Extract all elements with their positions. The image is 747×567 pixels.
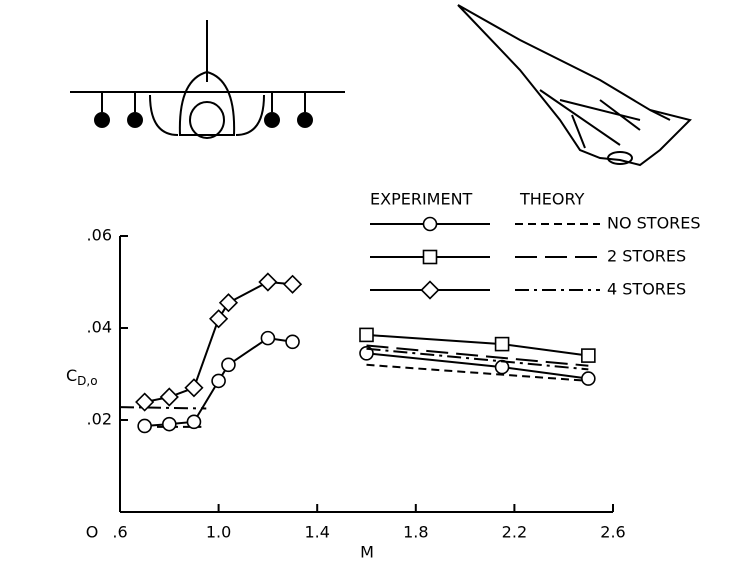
diamond-marker [218, 293, 239, 313]
y-tick-label: .02 [87, 410, 112, 429]
x-tick-label: 2.6 [600, 523, 625, 542]
x-tick-label: 1.4 [304, 523, 329, 542]
aircraft-plan-view [457, 4, 692, 167]
circle-marker [221, 357, 236, 373]
y-axis-label: CD,o [66, 366, 98, 388]
legend-label: NO STORES [607, 214, 701, 233]
diamond-marker [209, 309, 229, 329]
y-axis-label-main: C [66, 366, 77, 385]
legend-marker [422, 249, 438, 265]
diamond-marker [184, 378, 204, 398]
legend-label: 2 STORES [607, 247, 686, 266]
legend-header: THEORY [519, 190, 585, 209]
circle-marker [581, 371, 596, 386]
circle-marker [285, 334, 300, 350]
y-tick-label: O [86, 523, 99, 542]
x-tick-label: 1.8 [403, 523, 428, 542]
theory-line [119, 347, 589, 410]
diamond-marker [258, 272, 278, 292]
aircraft-front-view [70, 20, 345, 139]
circle-marker [211, 373, 226, 389]
y-axis-label-sub: D,o [77, 374, 97, 388]
square-marker [581, 348, 596, 363]
circle-marker [162, 416, 177, 432]
diamond-marker [159, 387, 179, 407]
diamond-marker [282, 274, 303, 294]
legend-label: 4 STORES [607, 280, 686, 299]
legend-marker [422, 216, 438, 232]
circle-marker [137, 418, 152, 434]
square-marker [494, 336, 510, 352]
legend-header: EXPERIMENT [370, 190, 473, 209]
y-tick-label: .06 [87, 226, 112, 245]
circle-marker [359, 345, 374, 361]
theory-line [366, 344, 589, 367]
legend-marker [420, 280, 440, 300]
x-tick-label: 1.0 [206, 523, 231, 542]
circle-marker [186, 414, 202, 430]
diamond-marker [135, 392, 155, 412]
x-tick-label: .6 [112, 523, 127, 542]
x-axis-label: M [360, 543, 374, 562]
x-tick-label: 2.2 [502, 523, 527, 542]
circle-marker [260, 330, 276, 346]
y-tick-label: .04 [87, 318, 112, 337]
square-marker [359, 327, 374, 343]
